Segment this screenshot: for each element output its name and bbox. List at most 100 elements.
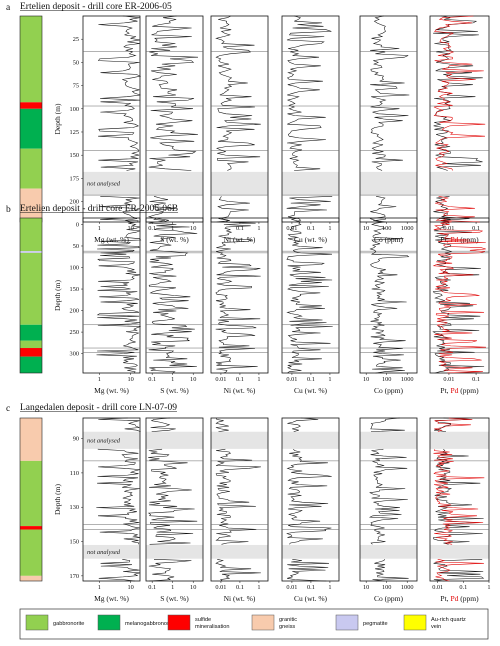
not-analysed-band [430, 544, 489, 559]
column-1: 0.1 1 10S (wt. %) [145, 417, 204, 603]
x-tick-label: 0.1 [236, 376, 244, 383]
profile-trace [147, 417, 198, 582]
x-tick-label: 1 [171, 584, 174, 591]
y-tick-label: 175 [70, 175, 79, 182]
lithology-pegmatite [20, 251, 42, 253]
pt-trace [432, 217, 485, 374]
column-frame [359, 217, 418, 374]
column-frame [429, 217, 490, 374]
lithology-gabbronorite [20, 529, 42, 576]
not-analysed-band [282, 171, 339, 196]
lithology-gabbronorite [20, 148, 42, 189]
x-tick-label: 0.1 [472, 376, 480, 383]
x-axis-label: Mg (wt. %) [94, 386, 129, 395]
not-analysed-band [83, 431, 140, 449]
not-analysed-band [282, 431, 339, 449]
not-analysed-label: not analysed [87, 180, 121, 187]
legend-label: Au-rich quartz vein [431, 617, 466, 630]
column-3: 0.01 0.1 1Cu (wt. %) [281, 15, 340, 244]
profile-trace [286, 417, 332, 582]
x-axis-label: Ni (wt. %) [224, 594, 256, 603]
panel-b: b Ertelien deposit - drill core ER-2006-0… [6, 204, 490, 395]
x-tick-label: 10 [190, 584, 196, 591]
x-tick-label: 0.01 [443, 225, 454, 232]
y-tick-label: 50 [73, 59, 79, 66]
not-analysed-band [211, 431, 268, 449]
x-tick-label: 1 [98, 225, 101, 232]
pd-trace [432, 217, 487, 374]
x-tick-label: 100 [382, 376, 391, 383]
x-axis-label: Pt, Pd (ppm) [440, 235, 479, 244]
lithology-frame [19, 217, 43, 374]
legend-item-au_vein: Au-rich quartz vein [403, 614, 466, 631]
panel-c: c Langedalen deposit - drill core LN-07-0… [6, 403, 491, 603]
y-tick-label: 150 [70, 286, 79, 293]
legend-label-line: sulfide [195, 617, 211, 623]
column-5: 0.01 0.1 1 Pt, Pd (ppm) [429, 417, 491, 603]
lithology-frame [19, 417, 43, 582]
not-analysed-band [282, 544, 339, 559]
lithology-melanogabbronorite [20, 108, 42, 149]
profile-trace [215, 417, 262, 582]
x-tick-label: 10 [363, 584, 369, 591]
column-2: 0.1 1Ni (wt. %) [210, 15, 269, 244]
legend-label-line: vein [431, 624, 441, 630]
panel-letter: a [6, 3, 11, 13]
not-analysed-band [360, 431, 417, 449]
not-analysed-band [83, 171, 140, 196]
not-analysed-band [211, 171, 268, 196]
y-axis-label: Depth (m) [53, 279, 62, 311]
legend-item-granitic: granitic gneiss [251, 614, 297, 631]
column-frame [281, 217, 340, 374]
lithology-gabbronorite [20, 460, 42, 527]
lithology-gabbronorite [20, 252, 42, 325]
not-analysed-band [146, 171, 203, 196]
lithology-granitic [20, 575, 42, 581]
x-tick-label: 1 [328, 584, 331, 591]
y-tick-label: 0 [76, 221, 79, 228]
legend-label: gabbronorite [53, 621, 84, 627]
not-analysed-label: not analysed [87, 549, 121, 556]
panel-title: Ertelien deposit - drill core ER-2006-05 [20, 2, 172, 12]
x-axis-label: S (wt. %) [160, 235, 189, 244]
y-tick-label: 130 [70, 504, 79, 511]
column-frame [145, 217, 204, 374]
column-frame [359, 15, 418, 223]
x-tick-label: 1 [98, 584, 101, 591]
x-axis-label: Mg (wt. %) [94, 594, 129, 603]
legend-label: granitic gneiss [279, 617, 297, 630]
legend-label-line: mineralisation [195, 624, 230, 630]
x-axis-label-part: Pt, [440, 594, 450, 603]
y-tick-label: 200 [70, 308, 79, 315]
column-frame [145, 417, 204, 582]
y-axis-label: Depth (m) [53, 483, 62, 515]
x-tick-label: 10 [190, 376, 196, 383]
x-tick-label: 100 [382, 225, 391, 232]
lithology-granitic [20, 188, 42, 222]
lithology-granitic [20, 418, 42, 461]
lithology-melanogabbronorite [20, 324, 42, 341]
column-frame [429, 417, 490, 582]
x-tick-label: 10 [363, 225, 369, 232]
column-frame [281, 417, 340, 582]
y-axis-label: Depth (m) [53, 103, 62, 135]
panel-letter: c [6, 404, 10, 414]
panel-a: a Ertelien deposit - drill core ER-2006-0… [6, 2, 490, 244]
x-axis-label: Co (ppm) [374, 594, 403, 603]
x-tick-label: 0.1 [148, 376, 156, 383]
x-tick-label: 0.01 [443, 376, 454, 383]
y-tick-label: 90 [73, 436, 79, 443]
x-tick-label: 0.1 [459, 584, 467, 591]
column-2: 0.01 0.1 1Ni (wt. %) [210, 417, 269, 603]
x-axis-label-part: (ppm) [458, 235, 479, 244]
column-frame [210, 217, 269, 374]
column-frame [281, 15, 340, 223]
column-5: 0.01 0.1 Pt, Pd (ppm) [429, 217, 490, 395]
x-axis-label-part: Pt, [440, 386, 450, 395]
column-5: 0.01 0.1 Pt, Pd (ppm) [429, 15, 490, 244]
column-0: not analysed not analysed 1 10 Mg (wt. %) [82, 417, 141, 603]
x-tick-label: 0.01 [215, 584, 226, 591]
legend-swatch [335, 614, 359, 631]
